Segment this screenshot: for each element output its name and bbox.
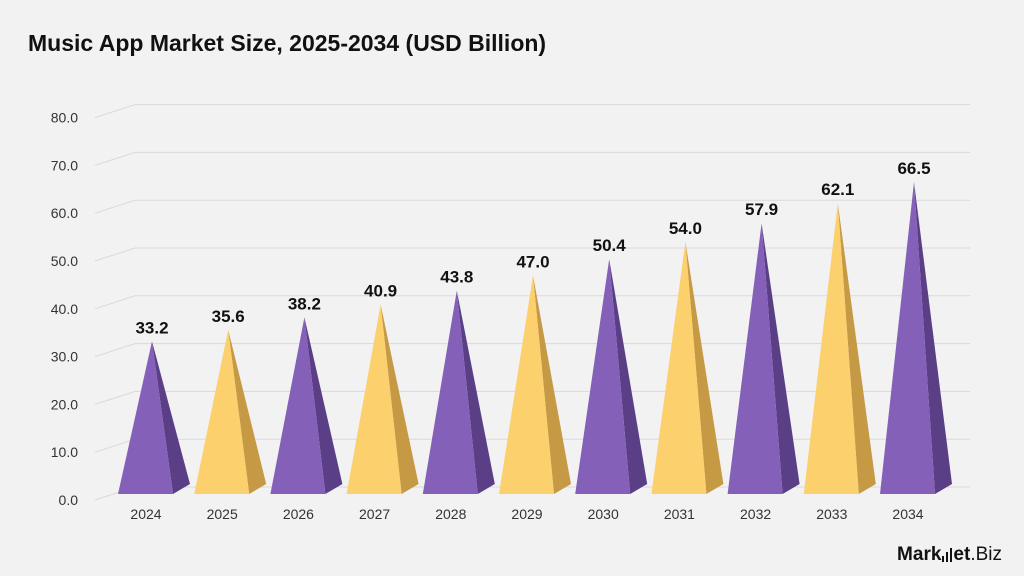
brand-logo-text-start: Mark <box>897 544 942 565</box>
bar-side-face <box>304 317 343 494</box>
bar-side-face <box>609 259 648 494</box>
x-tick-label: 2030 <box>588 506 619 522</box>
y-tick-label: 60.0 <box>51 205 78 221</box>
y-tick-label: 70.0 <box>51 157 78 173</box>
bar-2026 <box>270 317 343 494</box>
brand-logo-text-end: .Biz <box>970 544 1002 565</box>
bar-front-face <box>422 290 478 494</box>
value-label: 66.5 <box>897 159 930 178</box>
value-label: 62.1 <box>821 180 854 199</box>
value-label: 47.0 <box>516 252 549 271</box>
bar-front-face <box>118 341 173 494</box>
bar-side-face <box>228 329 267 494</box>
bar-front-face <box>727 223 783 494</box>
bar-front-face <box>651 241 707 494</box>
bar-side-face <box>914 182 952 494</box>
bar-side-face <box>761 223 800 494</box>
gridline <box>94 199 970 214</box>
x-tick-label: 2027 <box>359 506 390 522</box>
value-label: 54.0 <box>669 219 702 238</box>
x-tick-label: 2032 <box>740 506 771 522</box>
bar-front-face <box>270 317 326 494</box>
bar-2025 <box>194 329 267 494</box>
bar-2030 <box>575 259 648 494</box>
bar-2028 <box>422 290 495 494</box>
y-tick-label: 50.0 <box>51 253 78 269</box>
value-label: 40.9 <box>364 281 397 300</box>
bar-2029 <box>499 275 571 494</box>
bar-side-face <box>456 290 495 494</box>
x-tick-label: 2028 <box>435 506 466 522</box>
brand-logo-text-mid: et <box>953 544 971 565</box>
y-tick-label: 30.0 <box>51 349 78 365</box>
bar-front-face <box>575 259 631 494</box>
bar-side-face <box>685 241 724 494</box>
x-tick-label: 2029 <box>511 506 542 522</box>
value-label: 33.2 <box>135 318 168 337</box>
bar-front-face <box>880 182 935 494</box>
bar-front-face <box>346 304 402 494</box>
y-tick-label: 0.0 <box>59 492 79 508</box>
bar-chart-icon <box>942 548 953 562</box>
bar-front-face <box>499 275 554 494</box>
value-label: 50.4 <box>593 236 627 255</box>
bar-2033 <box>803 203 876 495</box>
value-label: 43.8 <box>440 268 473 287</box>
bar-front-face <box>194 329 250 494</box>
value-label: 57.9 <box>745 200 778 219</box>
y-axis-tick-labels: 0.0 10.0 20.0 30.0 40.0 50.0 60.0 70.0 80.0 <box>51 110 78 508</box>
y-tick-label: 10.0 <box>51 444 78 460</box>
gridline <box>94 247 970 262</box>
bar-layer <box>118 182 952 495</box>
x-axis-tick-labels: 2024 2025 2026 2027 2028 2029 2030 2031 2032 2033… <box>130 506 923 522</box>
gridline <box>94 151 970 166</box>
bar-side-face <box>380 304 419 494</box>
x-tick-label: 2031 <box>664 506 695 522</box>
value-label: 38.2 <box>288 294 321 313</box>
x-tick-label: 2026 <box>283 506 314 522</box>
brand-logo: Mark et .Biz <box>897 544 1002 566</box>
bar-2034 <box>880 182 952 494</box>
x-tick-label: 2033 <box>816 506 847 522</box>
gridline <box>94 104 970 119</box>
y-tick-label: 80.0 <box>51 110 78 126</box>
y-tick-label: 20.0 <box>51 396 78 412</box>
x-tick-label: 2024 <box>130 506 161 522</box>
bar-front-face <box>803 203 859 495</box>
x-tick-label: 2025 <box>207 506 238 522</box>
bar-side-face <box>152 341 190 494</box>
y-tick-label: 40.0 <box>51 301 78 317</box>
bar-side-face <box>837 203 876 495</box>
bar-side-face <box>533 275 571 494</box>
x-tick-label: 2034 <box>892 506 923 522</box>
bar-2027 <box>346 304 419 494</box>
bar-2024 <box>118 341 190 494</box>
bar-2032 <box>727 223 800 494</box>
chart-title: Music App Market Size, 2025-2034 (USD Bi… <box>28 30 547 56</box>
bar-2031 <box>651 241 724 494</box>
value-label-layer: 33.2 35.6 38.2 40.9 43.8 47.0 50.4 54.0 57.9 62.1… <box>135 159 930 337</box>
value-label: 35.6 <box>212 307 245 326</box>
